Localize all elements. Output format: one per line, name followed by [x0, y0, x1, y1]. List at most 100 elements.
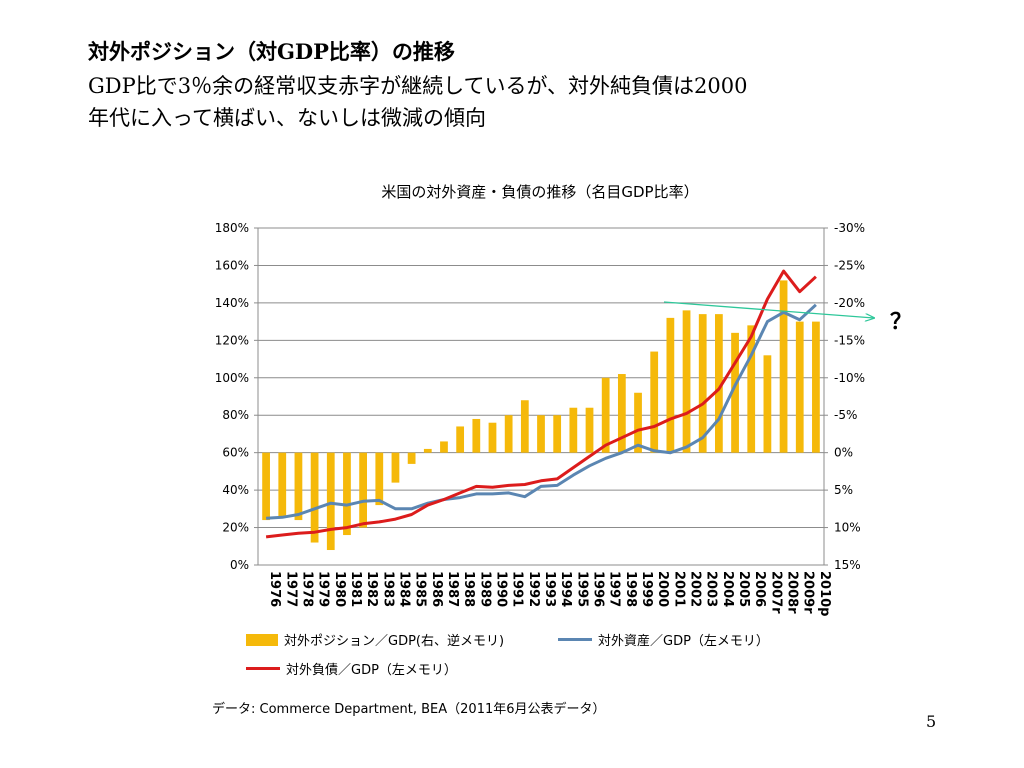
x-tick-label: 1994: [558, 571, 573, 607]
x-tick-label: 1985: [413, 571, 428, 607]
x-tick-label: 1982: [364, 571, 379, 607]
x-axis: 1976 1977 1978 1979 1980 1981 1982 1983 1984 1985…: [267, 571, 832, 617]
legend-swatch-liabilities-line: [246, 667, 280, 670]
bar: [585, 407, 594, 453]
right-tick-label: -10%: [834, 371, 865, 385]
chart-title: 米国の対外資産・負債の推移（名目GDP比率）: [381, 183, 698, 201]
bar: [294, 452, 303, 521]
x-tick-label: 1980: [332, 571, 347, 607]
x-tick-label: 2006: [752, 571, 767, 607]
bar: [795, 321, 804, 453]
x-tick-label: 1977: [283, 571, 298, 607]
x-tick-label: 1989: [477, 571, 492, 607]
x-tick-label: 1978: [299, 571, 314, 607]
x-tick-label: 1984: [396, 571, 411, 607]
source-note: データ: Commerce Department, BEA（2011年6月公表デ…: [212, 702, 606, 717]
x-tick-label: 1993: [542, 571, 557, 607]
bar: [666, 317, 675, 453]
legend-item-liabilities: 対外負債／GDP（左メモリ）: [246, 659, 457, 678]
left-tick-label: 160%: [215, 258, 249, 272]
x-tick-label: 2003: [704, 571, 719, 607]
right-tick-label: 5%: [834, 483, 853, 497]
x-tick-label: 1983: [380, 571, 395, 607]
x-tick-label: 1988: [461, 571, 476, 607]
liabilities-line: [265, 269, 817, 539]
legend-item-assets: 対外資産／GDP（左メモリ）: [558, 630, 769, 649]
x-tick-label: 1976: [267, 571, 282, 607]
x-tick-label: 1997: [607, 571, 622, 607]
bar: [472, 418, 481, 453]
legend-label-position: 対外ポジション／GDP(右、逆メモリ): [284, 634, 505, 649]
legend-label-assets: 対外資産／GDP（左メモリ）: [598, 634, 769, 649]
bar: [569, 407, 578, 453]
right-tick-label: -30%: [834, 221, 865, 235]
bar: [278, 452, 287, 517]
bar: [310, 452, 319, 543]
x-tick-label: 1987: [445, 571, 460, 607]
x-tick-label: 1999: [639, 571, 654, 607]
bar: [343, 452, 351, 536]
bar: [520, 400, 529, 453]
bar: [763, 355, 772, 453]
bar: [440, 441, 448, 453]
page-number: 5: [926, 712, 937, 731]
question-mark-annotation: ？: [890, 310, 913, 335]
bar: [747, 325, 756, 453]
bar: [650, 351, 659, 453]
line-series: [265, 269, 817, 539]
gridlines: [258, 264, 824, 529]
right-tick-label: -15%: [834, 333, 865, 347]
assets-line: [266, 303, 817, 520]
subtitle-line-2: 年代に入って横ばい、ないしは微減の傾向: [88, 106, 486, 130]
bar: [423, 448, 432, 453]
bar: [634, 392, 642, 453]
x-tick-label: 1990: [493, 571, 508, 607]
bar: [537, 415, 545, 453]
left-tick-label: 20%: [222, 521, 249, 535]
left-tick-label: 60%: [222, 446, 249, 460]
bar: [617, 374, 626, 453]
bar: [779, 280, 788, 453]
bar: [698, 314, 707, 453]
bar: [488, 422, 497, 453]
plot-area-frame: [257, 227, 825, 566]
left-tick-label: 180%: [215, 221, 249, 235]
x-tick-label: 2009r: [801, 571, 816, 614]
bar: [407, 452, 416, 464]
right-tick-label: -20%: [834, 296, 865, 310]
bar: [601, 377, 610, 453]
bar: [375, 452, 384, 506]
bar: [359, 452, 367, 528]
left-tick-label: 40%: [222, 483, 249, 497]
legend-swatch-assets-line: [558, 638, 592, 641]
bar: [262, 452, 270, 521]
x-tick-label: 1986: [429, 571, 444, 607]
x-tick-label: 2010p: [817, 571, 832, 617]
trend-arrow: [663, 301, 874, 318]
x-tick-label: 1996: [591, 571, 606, 607]
left-tick-label: 100%: [215, 371, 249, 385]
x-tick-label: 1991: [510, 571, 525, 607]
bar: [391, 452, 400, 483]
legend-label-liabilities: 対外負債／GDP（左メモリ）: [286, 663, 457, 678]
right-tick-label: 10%: [834, 521, 861, 535]
bar: [326, 452, 335, 551]
x-tick-label: 1995: [574, 571, 589, 607]
x-tick-label: 1981: [348, 571, 363, 607]
x-tick-label: 2005: [736, 571, 751, 607]
slide-title: 対外ポジション（対GDP比率）の推移: [88, 39, 455, 64]
x-tick-label: 2007r: [768, 571, 783, 614]
left-tick-label: 80%: [222, 408, 249, 422]
legend-swatch-bar: [246, 633, 278, 646]
bar: [731, 332, 739, 453]
right-tick-label: 15%: [834, 558, 861, 572]
left-axis: 0% 20% 40% 60% 80% 100% 120% 140% 160% 180%: [215, 221, 258, 572]
bar: [456, 426, 465, 453]
right-tick-label: 0%: [834, 446, 853, 460]
bar: [553, 415, 562, 453]
x-tick-label: 2000: [655, 571, 670, 607]
right-tick-label: -5%: [834, 408, 857, 422]
x-tick-label: 2004: [720, 571, 735, 607]
right-axis: 15% 10% 5% 0% -5% -10% -15% -20% -25% -30%: [824, 221, 865, 572]
x-tick-label: 1998: [623, 571, 638, 607]
